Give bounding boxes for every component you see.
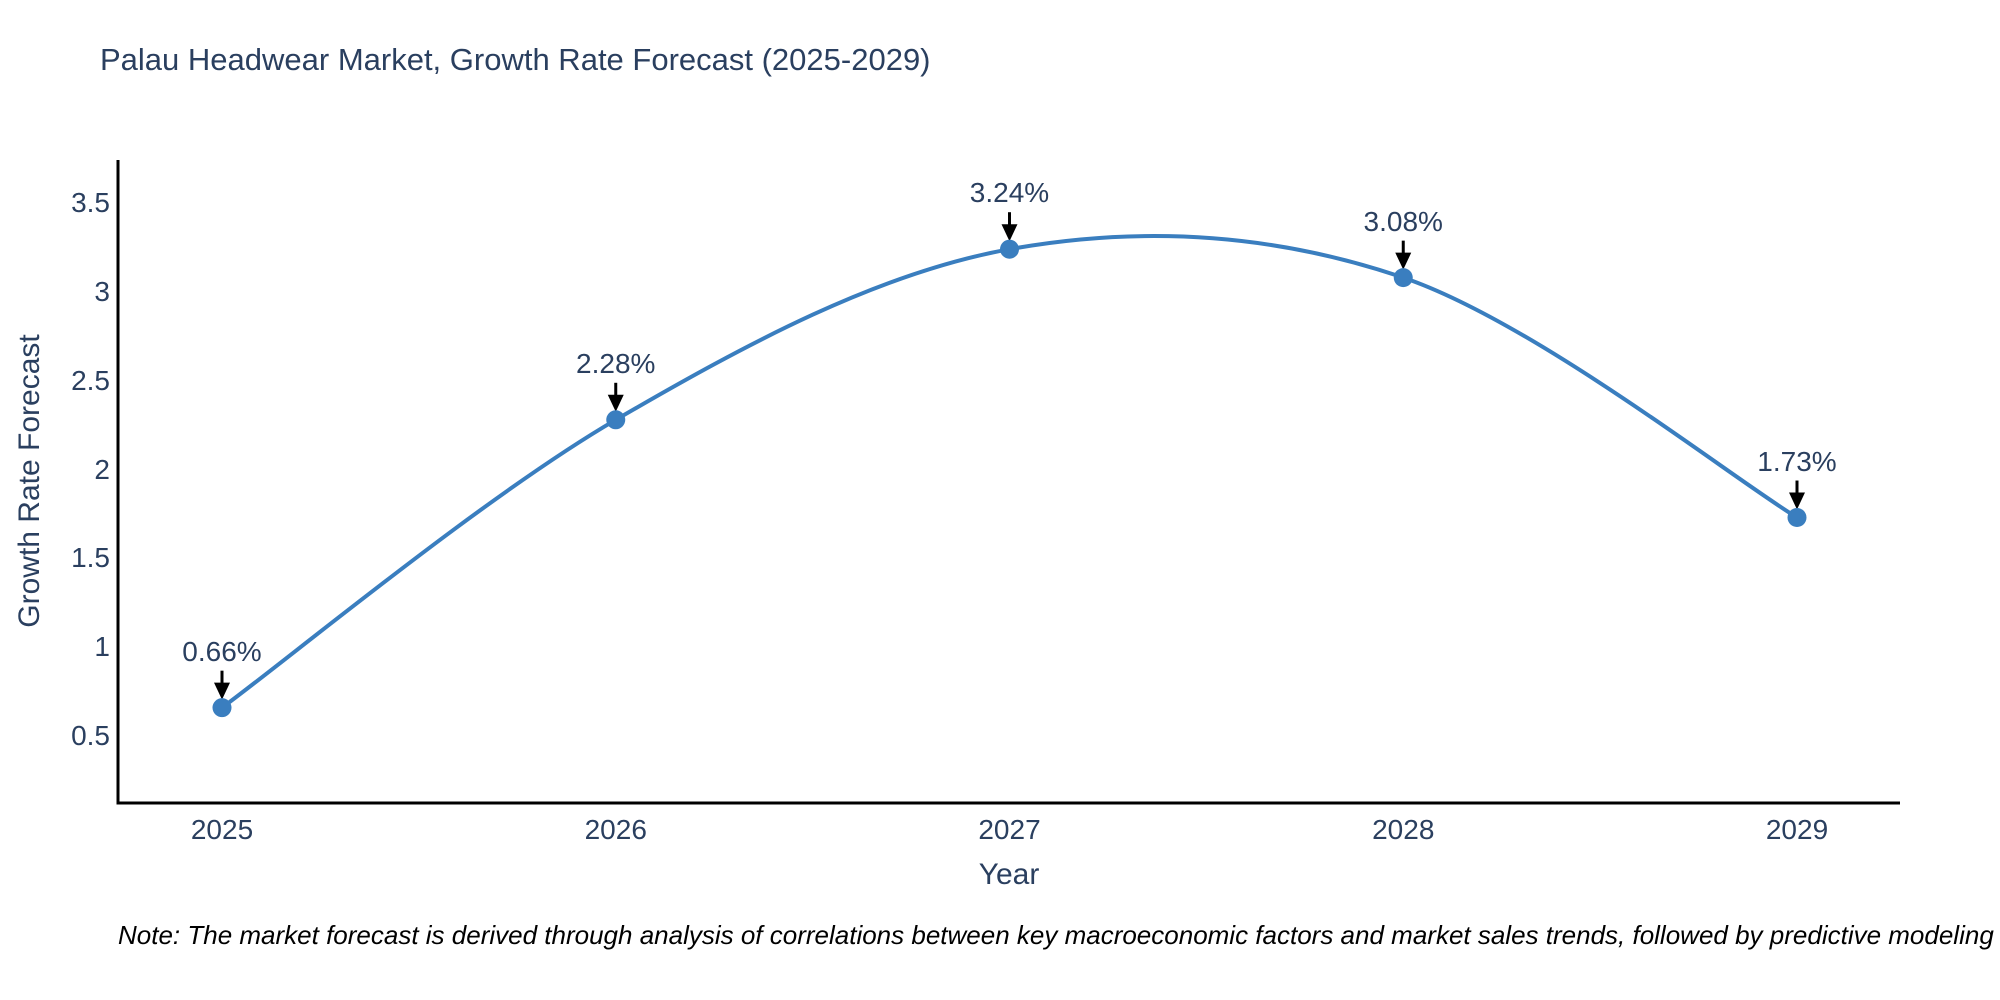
- annotation-arrowhead-icon: [214, 682, 230, 700]
- y-tick-3.5: 3.5: [71, 187, 110, 218]
- y-tick-2.5: 2.5: [71, 364, 110, 396]
- y-tick-2: 2: [94, 453, 110, 485]
- y-tick-1: 1: [94, 631, 110, 663]
- data-point-2027: [1000, 239, 1019, 259]
- point-label-2026: 2.28%: [576, 347, 656, 379]
- chart-title: Palau Headwear Market, Growth Rate Forec…: [100, 42, 931, 77]
- x-tick-2028: 2028: [1372, 814, 1435, 845]
- x-tick-2025: 2025: [190, 814, 254, 845]
- point-label-2027: 3.24%: [969, 177, 1050, 209]
- data-point-2025: [212, 698, 232, 718]
- annotation-arrowhead-icon: [607, 394, 624, 412]
- footnote-text: Note: The market forecast is derived thr…: [118, 920, 2000, 950]
- y-tick-0.5: 0.5: [71, 720, 110, 752]
- y-tick-1.5: 1.5: [71, 542, 110, 574]
- x-tick-2026: 2026: [584, 814, 647, 845]
- point-label-2028: 3.08%: [1363, 205, 1443, 237]
- x-tick-2029: 2029: [1765, 814, 1829, 845]
- y-tick-3: 3: [94, 275, 110, 307]
- data-point-2029: [1787, 508, 1807, 528]
- x-axis-title: Year: [978, 858, 1040, 891]
- annotation-arrowhead-icon: [1789, 492, 1805, 510]
- x-tick-2027: 2027: [978, 814, 1041, 845]
- data-point-2026: [606, 410, 626, 430]
- point-label-2025: 0.66%: [182, 635, 262, 667]
- data-point-markers: [212, 239, 1807, 718]
- annotation-arrowhead-icon: [1001, 224, 1018, 242]
- annotation-arrows: [214, 212, 1805, 700]
- y-axis-title: Growth Rate Forecast: [13, 334, 46, 628]
- annotation-arrowhead-icon: [1395, 252, 1412, 270]
- line-series: [220, 233, 1799, 710]
- data-point-2028: [1393, 268, 1413, 288]
- point-label-2029: 1.73%: [1757, 445, 1837, 477]
